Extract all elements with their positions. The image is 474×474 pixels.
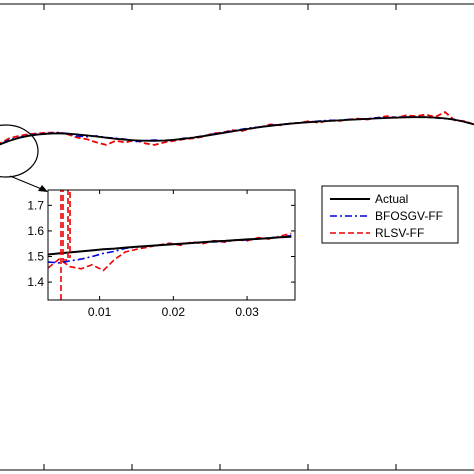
zoom-arrow-head — [38, 185, 48, 192]
inset-series-actual — [48, 235, 292, 256]
legend: Actual BFOSGV-FF RLSV-FF — [321, 185, 459, 244]
legend-label-bfosgv-ff: BFOSGV-FF — [375, 209, 443, 223]
inset-y-tick-label: 1.4 — [27, 275, 44, 289]
legend-label-rlsv-ff: RLSV-FF — [375, 226, 424, 240]
main-axes — [0, 3, 474, 471]
zoom-callout — [0, 124, 48, 192]
zoom-arrow-line — [9, 175, 45, 191]
inset-x-tick-label: 0.03 — [235, 305, 259, 319]
inset-series-rlsv-ff-spike — [60, 190, 71, 300]
legend-label-actual: Actual — [375, 192, 408, 206]
inset-axes: 0.01 0.02 0.03 1.4 1.5 1.6 1.7 — [27, 189, 296, 319]
main-bottom-ticks — [43, 464, 397, 470]
inset-series-clip — [48, 190, 292, 300]
inset-ticks: 0.01 0.02 0.03 1.4 1.5 1.6 1.7 — [27, 190, 295, 319]
inset-x-tick-label: 0.01 — [88, 305, 112, 319]
zoom-ellipse — [0, 124, 39, 178]
inset-y-tick-label: 1.5 — [27, 250, 44, 264]
main-plot-series — [0, 111, 474, 146]
inset-x-tick-label: 0.02 — [162, 305, 186, 319]
inset-y-tick-label: 1.7 — [27, 198, 44, 212]
main-top-ticks — [43, 4, 397, 10]
main-series-actual — [0, 116, 474, 146]
inset-plot-series — [48, 190, 292, 300]
inset-y-tick-label: 1.6 — [27, 224, 44, 238]
